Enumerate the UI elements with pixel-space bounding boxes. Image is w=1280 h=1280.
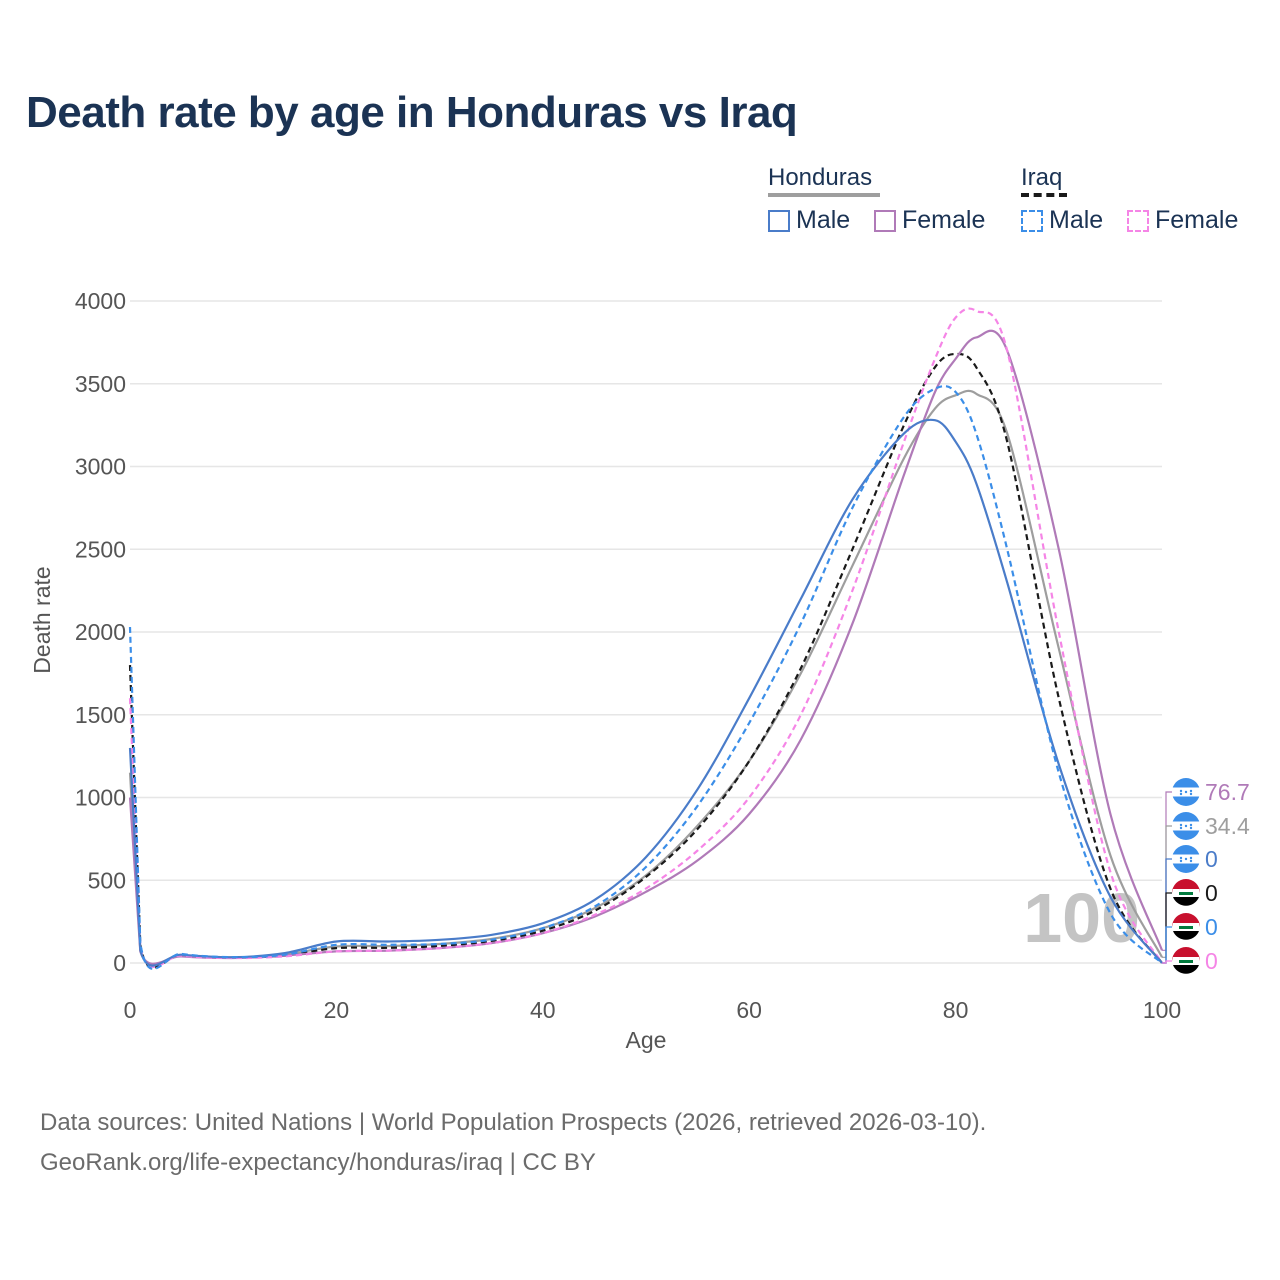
series-line-honduras-male[interactable] <box>128 418 1163 967</box>
iraq-flag-icon <box>1172 947 1200 975</box>
end-label-connector <box>1162 926 1172 964</box>
grid <box>130 300 1162 964</box>
y-tick-label: 1500 <box>75 702 126 728</box>
legend-iraq-line <box>1021 193 1067 197</box>
end-label-connector <box>1162 791 1172 951</box>
x-tick-label: 0 <box>124 997 137 1023</box>
x-tick-label: 40 <box>530 997 556 1023</box>
x-axis-ticks: 0 20 40 60 80 100 <box>124 997 1182 1023</box>
honduras-flag-icon <box>1172 812 1200 840</box>
series-line-iraq-female[interactable] <box>128 307 1163 968</box>
x-tick-label: 80 <box>943 997 969 1023</box>
legend-honduras-line <box>768 193 880 197</box>
end-label-connector <box>1162 858 1172 964</box>
iraq-flag-icon <box>1172 913 1200 941</box>
y-tick-label: 3500 <box>75 371 126 397</box>
honduras-flag-icon <box>1172 845 1200 873</box>
end-label-value: 0 <box>1205 948 1218 974</box>
legend-iraq-header[interactable]: Iraq <box>1021 164 1067 197</box>
legend-iraq-label: Iraq <box>1021 164 1063 191</box>
watermark-year: 100 <box>1023 879 1140 957</box>
end-label-connector <box>1162 960 1172 964</box>
series-line-honduras-female[interactable] <box>128 329 1164 965</box>
end-label-connector <box>1162 825 1172 958</box>
series-line-iraq-male[interactable] <box>128 385 1163 970</box>
chart-title: Death rate by age in Honduras vs Iraq <box>26 88 798 137</box>
honduras-flag-icon <box>1172 778 1200 806</box>
end-label-value: 34.4 <box>1205 813 1250 839</box>
legend-honduras-label: Honduras <box>768 164 873 191</box>
y-axis-ticks: 0 500 1000 1500 2000 2500 3000 3500 4000 <box>75 288 126 976</box>
y-tick-label: 500 <box>88 867 126 893</box>
legend-iraq-female-label: Female <box>1155 206 1239 234</box>
y-tick-label: 2500 <box>75 536 126 562</box>
legend-iraq-male-label: Male <box>1049 206 1104 234</box>
y-tick-label: 0 <box>113 950 126 976</box>
legend-iraq-female-swatch <box>1127 209 1149 232</box>
x-tick-label: 60 <box>736 997 762 1023</box>
y-tick-label: 3000 <box>75 454 126 480</box>
series-line-iraq-total[interactable] <box>128 352 1163 969</box>
legend-honduras-header[interactable]: Honduras <box>768 164 880 197</box>
y-tick-label: 4000 <box>75 288 126 314</box>
end-label-connector <box>1162 892 1172 964</box>
series-lines <box>128 307 1164 970</box>
source-line-2[interactable]: GeoRank.org/life-expectancy/honduras/ira… <box>40 1149 596 1176</box>
source-line-1: Data sources: United Nations | World Pop… <box>40 1109 987 1136</box>
end-label-value: 0 <box>1205 880 1218 906</box>
x-tick-label: 100 <box>1143 997 1181 1023</box>
legend-iraq-male-swatch <box>1021 209 1043 232</box>
end-label-value: 76.7 <box>1205 779 1250 805</box>
x-axis-label: Age <box>626 1027 667 1053</box>
series-line-honduras-total[interactable] <box>128 389 1163 966</box>
end-labels: 76.7 34.4 0 0 0 0 <box>1162 778 1250 975</box>
legend-honduras-female-label: Female <box>902 206 986 234</box>
end-label-value: 0 <box>1205 846 1218 872</box>
legend-iraq-female[interactable]: Female <box>1127 206 1238 235</box>
y-tick-label: 2000 <box>75 619 126 645</box>
legend-honduras-female[interactable]: Female <box>874 206 985 235</box>
y-axis-label: Death rate <box>29 566 55 673</box>
y-tick-label: 1000 <box>75 785 126 811</box>
end-label-value: 0 <box>1205 914 1218 940</box>
iraq-flag-icon <box>1172 879 1200 907</box>
legend-honduras-female-swatch <box>874 209 896 232</box>
legend-iraq-male[interactable]: Male <box>1021 206 1103 235</box>
legend-honduras-male-label: Male <box>796 206 851 234</box>
legend-honduras-male[interactable]: Male <box>768 206 850 235</box>
legend-honduras-male-swatch <box>768 209 790 232</box>
x-tick-label: 20 <box>324 997 350 1023</box>
